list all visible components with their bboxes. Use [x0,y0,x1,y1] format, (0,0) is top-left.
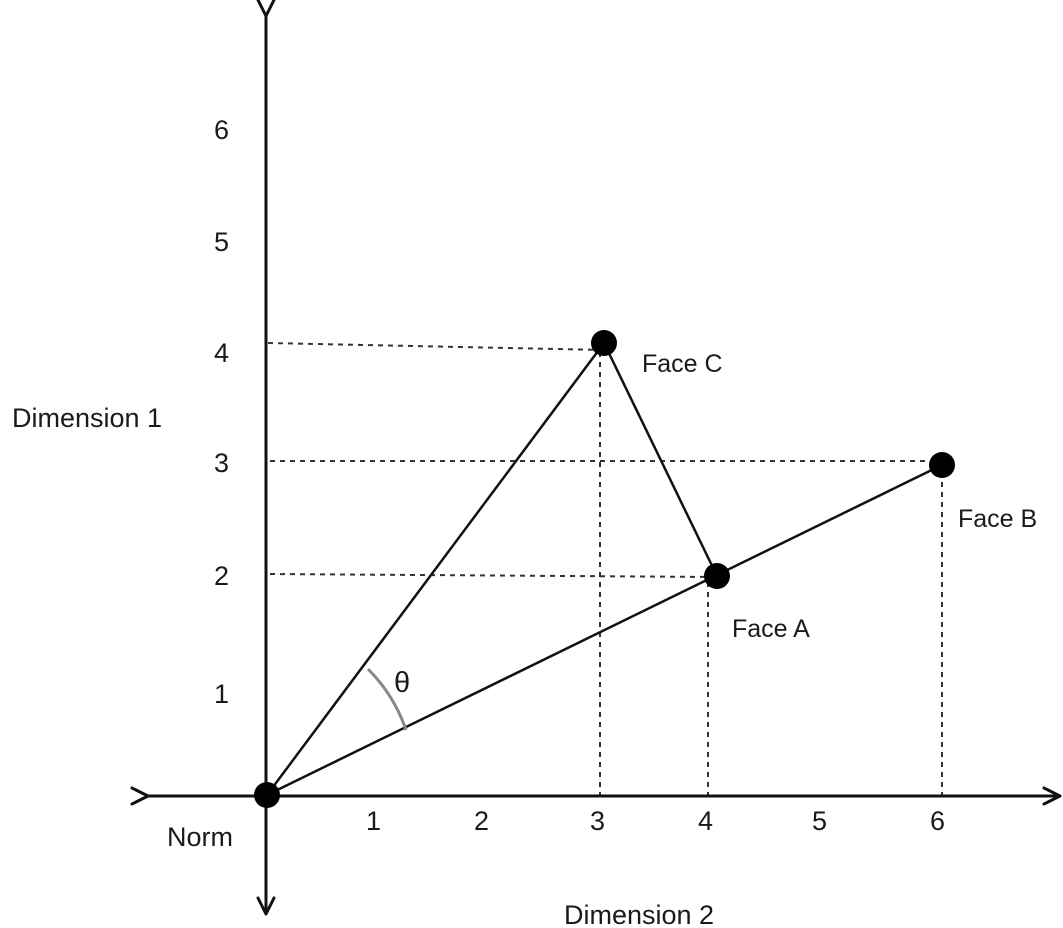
x-tick-3: 3 [590,806,605,836]
x-tick-4: 4 [698,806,713,836]
angle-arc [366,667,408,731]
face-b-label: Face B [958,505,1037,533]
guide-face-c-horizontal [267,342,605,351]
y-tick-5: 5 [214,227,229,257]
y-tick-3: 3 [214,448,229,478]
y-tick-labels: 6 5 4 3 2 1 [214,115,229,709]
vectors [265,342,943,797]
point-face-a [704,563,730,589]
x-tick-labels: 1 2 3 4 5 6 [366,806,945,836]
guide-lines [267,342,943,798]
y-tick-6: 6 [214,115,229,145]
x-axis-title: Dimension 2 [564,900,714,928]
x-tick-1: 1 [366,806,381,836]
point-norm [254,782,280,808]
axes [130,0,1062,916]
guide-face-a-horizontal [269,573,717,578]
y-tick-4: 4 [214,338,229,368]
x-tick-2: 2 [474,806,489,836]
points [254,330,955,808]
x-tick-6: 6 [930,806,945,836]
x-tick-5: 5 [812,806,827,836]
vector-face-c-to-face-a [602,342,719,577]
vector-norm-to-face-b [266,463,943,797]
y-axis-title: Dimension 1 [12,403,162,433]
vector-norm-to-face-c [265,342,606,796]
face-a-label: Face A [732,615,810,643]
point-face-b [929,452,955,478]
angle-label: θ [394,667,410,699]
y-tick-2: 2 [214,561,229,591]
y-tick-1: 1 [214,679,229,709]
face-c-label: Face C [642,350,723,378]
origin-label: Norm [167,822,233,852]
point-face-c [591,330,617,356]
